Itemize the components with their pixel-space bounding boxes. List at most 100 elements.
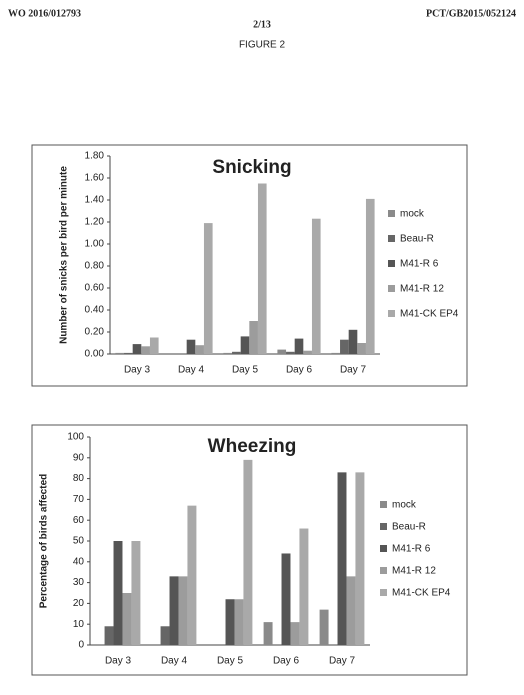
legend-label: Beau-R (392, 522, 426, 533)
legend-swatch (380, 523, 387, 530)
legend-swatch (380, 545, 387, 552)
bar (346, 576, 356, 645)
y-tick-label: 50 (73, 536, 85, 547)
bar (243, 459, 253, 645)
x-tick-label: Day 5 (217, 656, 244, 667)
bar (299, 528, 309, 645)
page-number: 2/13 (253, 19, 271, 30)
y-tick-label: 0.40 (85, 305, 105, 316)
bar (132, 344, 142, 354)
y-axis-label: Percentage of birds affected (39, 474, 50, 608)
legend-swatch (380, 567, 387, 574)
x-tick-label: Day 6 (273, 656, 300, 667)
legend-swatch (380, 589, 387, 596)
legend-label: M41-R 6 (392, 544, 431, 555)
x-tick-label: Day 7 (340, 365, 367, 376)
bar (337, 472, 347, 645)
y-tick-label: 0 (78, 640, 84, 651)
bar (311, 218, 321, 354)
bar (357, 343, 366, 354)
bar (186, 339, 196, 354)
bar (225, 599, 235, 645)
header-left: WO 2016/012793 (8, 8, 81, 19)
legend-label: M41-R 6 (400, 259, 439, 270)
legend-label: M41-R 12 (400, 284, 444, 295)
bar (203, 223, 213, 354)
y-tick-label: 1.80 (85, 151, 105, 162)
bar (277, 349, 287, 354)
chart-title: Snicking (212, 157, 291, 178)
legend-label: mock (400, 209, 425, 220)
bar (122, 593, 132, 645)
legend-label: mock (392, 500, 417, 511)
legend-swatch (388, 310, 395, 317)
bar (104, 626, 114, 645)
y-tick-label: 60 (73, 515, 85, 526)
bar (355, 472, 365, 645)
bar (195, 345, 204, 354)
y-tick-label: 0.80 (85, 261, 105, 272)
y-tick-label: 90 (73, 452, 85, 463)
y-tick-label: 100 (67, 432, 84, 443)
bar (331, 352, 341, 354)
legend-swatch (388, 285, 395, 292)
bar (141, 346, 150, 354)
bar (113, 541, 123, 645)
bar (187, 505, 197, 645)
bar (257, 183, 267, 354)
legend-label: M41-CK EP4 (392, 588, 451, 599)
legend-swatch (380, 501, 387, 508)
y-tick-label: 10 (73, 619, 85, 630)
bar (234, 599, 244, 645)
y-tick-label: 40 (73, 556, 85, 567)
legend-swatch (388, 210, 395, 217)
header-right: PCT/GB2015/052124 (426, 8, 516, 19)
y-tick-label: 1.00 (85, 239, 105, 250)
legend-label: M41-R 12 (392, 566, 436, 577)
bar (290, 622, 300, 645)
y-tick-label: 80 (73, 473, 85, 484)
bar (131, 541, 141, 645)
bar (340, 339, 349, 354)
bar (319, 609, 329, 645)
y-tick-label: 1.40 (85, 195, 105, 206)
legend-swatch (388, 235, 395, 242)
y-axis-label: Number of snicks per bird per minute (59, 166, 70, 344)
x-tick-label: Day 5 (232, 365, 259, 376)
y-tick-label: 0.60 (85, 283, 105, 294)
bar (294, 338, 304, 354)
bar (263, 622, 273, 645)
y-tick-label: 20 (73, 598, 85, 609)
bar (348, 329, 358, 354)
y-tick-label: 70 (73, 494, 85, 505)
legend-label: M41-CK EP4 (400, 309, 459, 320)
legend-label: Beau-R (400, 234, 434, 245)
y-tick-label: 1.60 (85, 173, 105, 184)
bar (124, 352, 133, 354)
bar (281, 553, 291, 645)
bar (169, 576, 179, 645)
x-tick-label: Day 4 (178, 365, 205, 376)
x-tick-label: Day 7 (329, 656, 356, 667)
bar (232, 351, 241, 354)
y-tick-label: 30 (73, 577, 85, 588)
x-tick-label: Day 6 (286, 365, 313, 376)
chart-frame (31, 144, 468, 387)
bar (303, 350, 312, 354)
bar (115, 352, 125, 354)
bar (223, 352, 233, 354)
bar (178, 576, 188, 645)
bar (240, 336, 250, 354)
x-tick-label: Day 3 (124, 365, 151, 376)
figure-label: FIGURE 2 (239, 40, 286, 51)
y-tick-label: 0.20 (85, 327, 105, 338)
x-tick-label: Day 3 (105, 656, 132, 667)
chart-title: Wheezing (208, 436, 297, 457)
y-tick-label: 0.00 (85, 349, 105, 360)
chart-frame (31, 424, 468, 676)
bar (365, 198, 375, 354)
x-tick-label: Day 4 (161, 656, 188, 667)
bar (160, 626, 170, 645)
bar (249, 321, 258, 354)
